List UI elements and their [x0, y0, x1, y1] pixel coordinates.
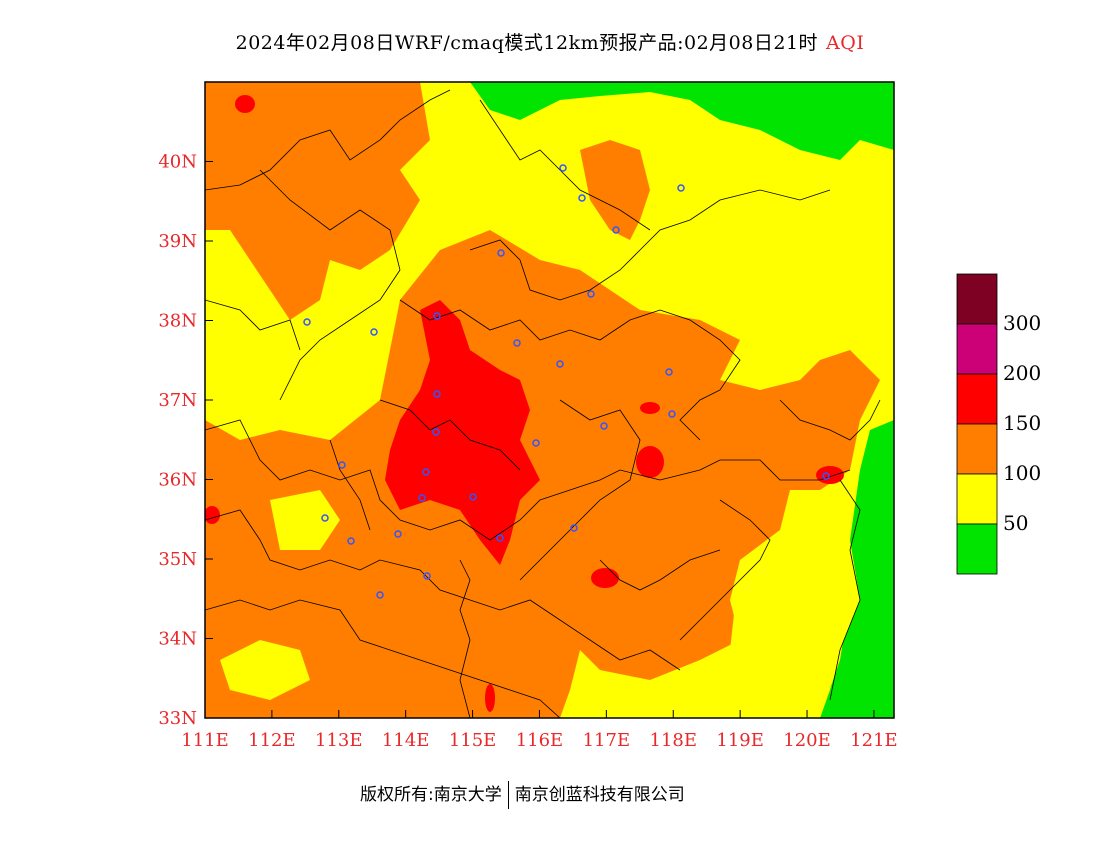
lat-tick-label: 35N [158, 549, 197, 570]
footer-left: 版权所有:南京大学 [360, 785, 502, 805]
legend-label: 150 [1003, 411, 1041, 435]
legend-swatch [956, 523, 998, 575]
green-zone-north [470, 82, 894, 160]
orange-zone-nw [205, 82, 430, 320]
legend-label: 200 [1003, 361, 1041, 385]
red-spot-1 [636, 446, 664, 478]
lat-tick-label: 36N [158, 470, 197, 491]
lat-tick-label: 33N [158, 708, 197, 729]
lon-tick-label: 115E [449, 730, 497, 751]
title-variable: AQI [826, 32, 865, 54]
legend-swatch [956, 323, 998, 375]
legend-swatch [956, 373, 998, 425]
lat-tick-label: 38N [158, 311, 197, 332]
lon-tick-label: 120E [783, 730, 831, 751]
red-spot-4 [235, 95, 255, 113]
lon-tick-label: 111E [181, 730, 229, 751]
aqi-legend: 300 200 150 100 50 [956, 273, 1041, 575]
lon-tick-label: 113E [315, 730, 363, 751]
boundary-lines [205, 89, 881, 718]
lat-tick-label: 40N [158, 152, 197, 173]
city-markers [303, 164, 830, 599]
orange-zone-north [580, 140, 650, 240]
lon-tick-label: 119E [716, 730, 764, 751]
legend-swatch [956, 473, 998, 525]
yellow-patch-east [600, 540, 850, 718]
lat-tick-label: 39N [158, 231, 197, 252]
legend-label: 50 [1003, 511, 1028, 535]
red-spot-7 [205, 506, 220, 524]
footer-right: 南京创蓝科技有限公司 [514, 785, 685, 805]
lat-tick-label: 37N [158, 390, 197, 411]
red-spot-6 [485, 684, 495, 712]
title-main: 2024年02月08日WRF/cmaq模式12km预报产品:02月08日21时 [235, 32, 819, 54]
yellow-patch-west [270, 490, 340, 550]
legend-label: 300 [1003, 311, 1041, 335]
lon-tick-label: 117E [583, 730, 631, 751]
aqi-field [205, 82, 894, 718]
lon-tick-label: 116E [516, 730, 564, 751]
red-spot-3 [816, 466, 844, 484]
copyright-footer: 版权所有:南京大学 南京创蓝科技有限公司 [360, 780, 685, 809]
map-title: 2024年02月08日WRF/cmaq模式12km预报产品:02月08日21时 A… [0, 28, 1100, 55]
yellow-patch-sw [220, 640, 310, 700]
lat-tick-label: 34N [158, 629, 197, 650]
lon-tick-label: 112E [248, 730, 296, 751]
red-spot-5 [640, 402, 660, 414]
legend-label: 100 [1003, 461, 1041, 485]
lon-tick-label: 121E [850, 730, 898, 751]
lon-tick-label: 114E [382, 730, 430, 751]
legend-swatch [956, 423, 998, 475]
lon-tick-label: 118E [650, 730, 698, 751]
green-zone-east [820, 420, 894, 718]
red-spot-2 [591, 568, 619, 588]
orange-zone-main [205, 230, 880, 718]
legend-swatch [956, 273, 998, 325]
footer-separator [507, 781, 509, 809]
